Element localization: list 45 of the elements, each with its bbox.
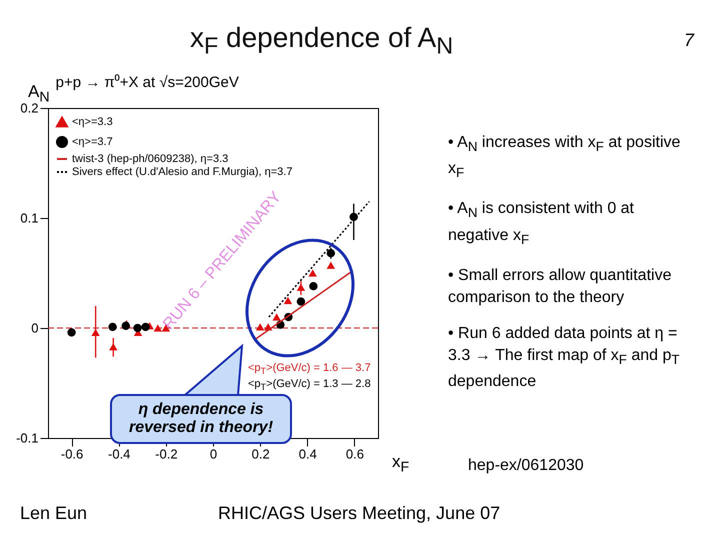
text: RHIC/AGS Users Meeting, June 07 bbox=[218, 503, 500, 524]
text: hep-ex/0612030 bbox=[468, 457, 584, 475]
text: • Small errors allow quantitative comparison to the theory bbox=[448, 266, 672, 308]
point bbox=[272, 313, 281, 321]
legend-label: twist-3 (hep-ph/0609238), η=3.3 bbox=[72, 153, 228, 165]
legend-label: <η>=3.3 bbox=[72, 116, 113, 128]
text: Len Eun bbox=[20, 503, 88, 524]
annotation: <p$_{T}$>(GeV/c) = 1.3 — 2.8 bbox=[248, 378, 371, 392]
point bbox=[326, 262, 336, 269]
legend-label: <η>=3.7 bbox=[72, 136, 113, 148]
x-tick-label: 0.2 bbox=[252, 446, 270, 462]
point bbox=[308, 269, 317, 277]
point bbox=[141, 322, 150, 332]
x-tick-label: 0.6 bbox=[346, 446, 364, 462]
x-tick-label: -0.6 bbox=[60, 446, 84, 462]
point bbox=[309, 282, 318, 290]
chart-subtitle: p+p → π⁰+X at √s=200GeV bbox=[56, 74, 239, 91]
point bbox=[154, 324, 162, 332]
point bbox=[108, 322, 117, 332]
point bbox=[133, 324, 142, 332]
y-tick-label: -0.1 bbox=[16, 430, 38, 446]
chart-title: x$_{F}$ dependence of A$_{N}$ bbox=[190, 22, 454, 60]
x-tick-label: 0 bbox=[210, 446, 218, 462]
y-tick-label: 0.1 bbox=[20, 210, 38, 226]
point bbox=[326, 249, 336, 258]
x-tick-label: 0.4 bbox=[298, 446, 317, 462]
x-tick-label: -0.4 bbox=[108, 446, 130, 462]
point bbox=[296, 284, 306, 291]
x-axis-title: x$_{F}$ bbox=[392, 452, 410, 476]
legend-label: Sivers effect (U.d'Alesio and F.Murgia), η=3.7 bbox=[72, 166, 292, 178]
annotation: <p$_{T}$>(GeV/c) = 1.6 — 3.7 bbox=[248, 362, 371, 376]
point bbox=[122, 322, 130, 330]
text: • A$_{N}$ increases with x$_{F}$ at positive x$_{F}$ bbox=[448, 134, 680, 180]
point bbox=[91, 328, 100, 336]
y-tick-label: 0.2 bbox=[20, 100, 38, 116]
y-tick-label: 0 bbox=[31, 320, 38, 336]
point bbox=[67, 328, 76, 337]
point bbox=[284, 296, 292, 304]
text: • Run 6 added data points at η = 3.3 → The first map of x$_{F}$ and p$_{T}$ dependence bbox=[448, 324, 680, 390]
text: 7 bbox=[684, 30, 694, 51]
x-tick-label: -0.2 bbox=[155, 446, 178, 462]
text: • A$_{N}$ is consistent with 0 at negative x$_{F}$ bbox=[448, 199, 635, 249]
point bbox=[256, 323, 264, 331]
point bbox=[109, 343, 118, 350]
point bbox=[296, 297, 306, 306]
